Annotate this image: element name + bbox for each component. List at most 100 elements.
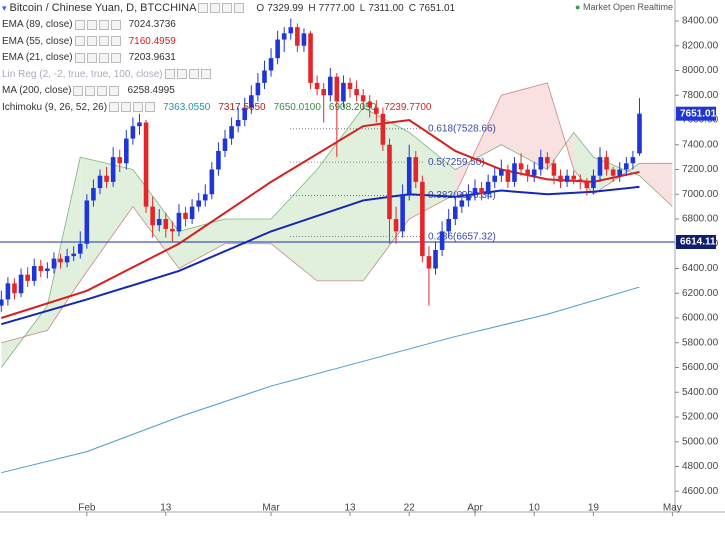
candle-body: [512, 163, 517, 182]
icon[interactable]: [86, 19, 97, 30]
candle-body: [189, 206, 195, 219]
x-tick-label: 10: [529, 503, 541, 514]
candle-body: [591, 175, 596, 189]
icon[interactable]: [145, 102, 156, 113]
y-tick-label: 7800.00: [682, 90, 719, 101]
y-tick-label: 5000.00: [682, 436, 719, 447]
candle-body: [617, 169, 623, 176]
indicator-value: 7650.0100: [273, 101, 321, 113]
candle-body: [202, 194, 208, 201]
icon[interactable]: [133, 102, 144, 113]
icon[interactable]: [176, 69, 187, 80]
indicator-row: Ichimoku (9, 26, 52, 26) 7363.0550 7317.…: [0, 99, 455, 116]
collapse-icon[interactable]: ▾: [2, 2, 7, 13]
icon[interactable]: [110, 52, 121, 63]
fib-label: 0.5(7259.50): [428, 157, 485, 168]
icon[interactable]: [210, 3, 221, 14]
indicator-row: MA (200, close) 6258.4995: [0, 83, 455, 100]
icon[interactable]: [109, 85, 120, 96]
candle-body: [314, 82, 320, 90]
candle-body: [485, 181, 491, 195]
icon[interactable]: [121, 102, 132, 113]
icon[interactable]: [110, 36, 121, 47]
candle-body: [301, 33, 307, 46]
icon[interactable]: [74, 36, 85, 47]
candle-body: [347, 82, 353, 90]
ohlc-value: 7651.01: [418, 2, 456, 14]
price-tag-label: 7651.01: [680, 108, 717, 119]
candle-body: [518, 163, 524, 170]
candle-body: [58, 258, 63, 263]
ohlc-label: O: [256, 2, 265, 14]
candle-body: [104, 175, 109, 182]
axis-panel: [0, 500, 725, 543]
icon[interactable]: [86, 36, 97, 47]
candle-body: [150, 206, 155, 226]
cloud-segment: [271, 169, 318, 281]
x-tick-label: 13: [160, 503, 172, 514]
candle-body: [77, 243, 83, 254]
candle-body: [374, 107, 379, 114]
indicator-line: [1, 286, 640, 474]
ohlc-value: 7777.00: [318, 2, 355, 14]
icon[interactable]: [200, 69, 211, 80]
icon[interactable]: [85, 85, 96, 96]
candle-body: [137, 122, 142, 127]
icon[interactable]: [164, 69, 175, 80]
icon[interactable]: [109, 102, 120, 113]
icon[interactable]: [234, 3, 245, 14]
candle-body: [545, 157, 550, 164]
indicator-name: Lin Reg (2, -2, true, true, 100, close): [2, 68, 163, 80]
candle-body: [209, 169, 215, 195]
icon[interactable]: [188, 69, 199, 80]
candle-body: [51, 258, 57, 269]
candle-body: [637, 113, 642, 154]
candle-body: [327, 76, 333, 96]
candle-body: [426, 256, 432, 269]
price-tag: [676, 235, 716, 250]
candle-body: [446, 219, 451, 232]
icon[interactable]: [97, 85, 108, 96]
icon[interactable]: [74, 19, 85, 30]
candle-body: [242, 107, 248, 120]
indicator-name: EMA (55, close): [2, 35, 73, 47]
y-tick-label: 5600.00: [682, 362, 719, 373]
indicator-name: EMA (89, close): [2, 19, 73, 31]
candle-body: [479, 188, 484, 195]
y-tick-label: 6000.00: [682, 313, 719, 324]
candle-body: [406, 157, 412, 195]
indicator-value: 6258.4995: [127, 85, 175, 97]
candle-body: [334, 76, 340, 102]
icon[interactable]: [198, 3, 209, 14]
indicator-name: EMA (21, close): [2, 52, 73, 64]
icon[interactable]: [86, 52, 97, 63]
indicator-name: MA (200, close): [2, 85, 72, 97]
candle-body: [71, 253, 76, 257]
icon[interactable]: [73, 85, 84, 96]
candle-body: [196, 200, 201, 207]
icon[interactable]: [98, 36, 109, 47]
indicator-value: 7160.4959: [128, 35, 176, 47]
candle-body: [452, 206, 458, 219]
candle-body: [597, 157, 603, 176]
indicator-value: 6908.2050: [328, 101, 377, 113]
candle-body: [538, 157, 544, 170]
icon[interactable]: [98, 52, 109, 63]
cloud-segment: [178, 219, 225, 269]
ohlc-label: C: [408, 2, 416, 14]
candle-body: [571, 175, 576, 180]
legend: ▾ Bitcoin / Chinese Yuan, D, BTCCHINA O …: [0, 0, 455, 116]
icon[interactable]: [110, 19, 121, 30]
icon[interactable]: [74, 52, 85, 63]
cloud-segment: [501, 82, 548, 170]
candle-body: [499, 169, 504, 176]
candle-body: [222, 138, 228, 151]
icon[interactable]: [222, 3, 233, 14]
cloud-segment: [363, 107, 410, 281]
icon[interactable]: [98, 19, 109, 30]
candle-body: [25, 274, 30, 281]
candle-body: [525, 169, 530, 176]
y-tick-label: 6200.00: [682, 288, 719, 299]
candle-body: [143, 122, 149, 207]
